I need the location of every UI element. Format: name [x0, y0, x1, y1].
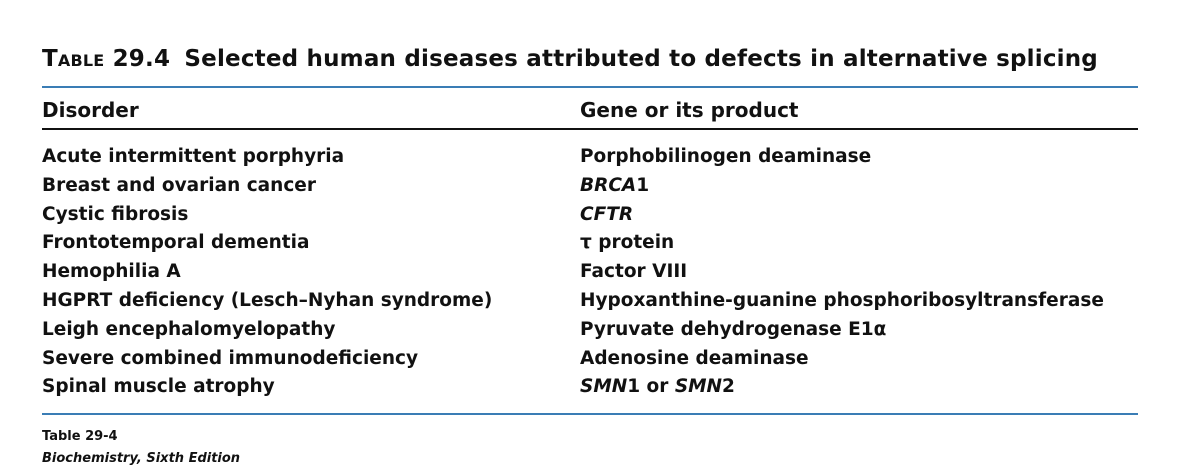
table-row: Breast and ovarian cancer BRCA1 [0, 175, 1184, 203]
table-label: Table 29.4 [42, 46, 171, 72]
disorder-cell: Leigh encephalomyelopathy [42, 318, 336, 340]
table-row: Leigh encephalomyelopathy Pyruvate dehydr… [0, 319, 1184, 347]
gene-text-segment: CFTR [580, 203, 634, 225]
gene-text-segment: Porphobilinogen deaminase [580, 146, 872, 167]
header-rule [42, 128, 1138, 130]
footer-table-ref: Table 29-4 [42, 429, 118, 444]
gene-cell: Hypoxanthine-guanine phosphoribosyltrans… [580, 290, 1104, 311]
header-disorder: Disorder [42, 98, 139, 122]
gene-cell: τ protein [580, 232, 674, 253]
gene-text-segment: τ protein [580, 232, 675, 254]
disorder-cell: Breast and ovarian cancer [42, 174, 316, 196]
table-row: Severe combined immunodeficiency Adenosin… [0, 348, 1184, 376]
disorder-cell: Severe combined immunodeficiency [42, 347, 419, 369]
table-title: Table 29.4 Selected human diseases attri… [42, 46, 1098, 72]
gene-text-segment: Hypoxanthine-guanine phosphoribosyltrans… [580, 290, 1104, 311]
gene-text-segment: Pyruvate dehydrogenase E1α [580, 318, 887, 340]
table-title-text: Selected human diseases attributed to de… [184, 46, 1098, 72]
disorder-cell: Spinal muscle atrophy [42, 376, 275, 398]
gene-text-segment: 2 [722, 376, 735, 398]
table-row: Frontotemporal dementia τ protein [0, 232, 1184, 260]
gene-text-segment: Adenosine deaminase [580, 347, 809, 369]
footer-source: Biochemistry, Sixth Edition [42, 451, 241, 466]
gene-cell: Adenosine deaminase [580, 348, 809, 369]
disorder-cell: Frontotemporal dementia [42, 232, 310, 254]
table-row: Acute intermittent porphyria Porphobilino… [0, 146, 1184, 174]
gene-cell: Pyruvate dehydrogenase E1α [580, 319, 886, 340]
gene-cell: Porphobilinogen deaminase [580, 146, 871, 167]
gene-text-segment: SMN [674, 376, 723, 398]
gene-text-segment: SMN [580, 376, 628, 398]
disorder-cell: Cystic fibrosis [42, 203, 189, 225]
gene-cell: CFTR [580, 204, 633, 225]
gene-text-segment: 1 [636, 174, 650, 196]
bottom-rule [42, 413, 1138, 415]
gene-cell: Factor VIII [580, 261, 687, 282]
disorder-cell: Hemophilia A [42, 261, 181, 283]
gene-cell: SMN1 or SMN2 [580, 376, 735, 397]
gene-cell: BRCA1 [580, 175, 649, 196]
header-gene: Gene or its product [580, 98, 799, 122]
disorder-cell: Acute intermittent porphyria [42, 146, 345, 167]
table-row: Cystic fibrosis CFTR [0, 204, 1184, 232]
table-row: Hemophilia A Factor VIII [0, 261, 1184, 289]
table-row: HGPRT deficiency (Lesch–Nyhan syndrome) H… [0, 290, 1184, 318]
disorder-cell: HGPRT deficiency (Lesch–Nyhan syndrome) [42, 290, 493, 311]
gene-text-segment: Factor VIII [580, 261, 688, 283]
gene-text-segment: BRCA [580, 174, 637, 196]
top-rule [42, 86, 1138, 88]
gene-text-segment: 1 or [627, 376, 675, 398]
table-row: Spinal muscle atrophy SMN1 or SMN2 [0, 376, 1184, 404]
